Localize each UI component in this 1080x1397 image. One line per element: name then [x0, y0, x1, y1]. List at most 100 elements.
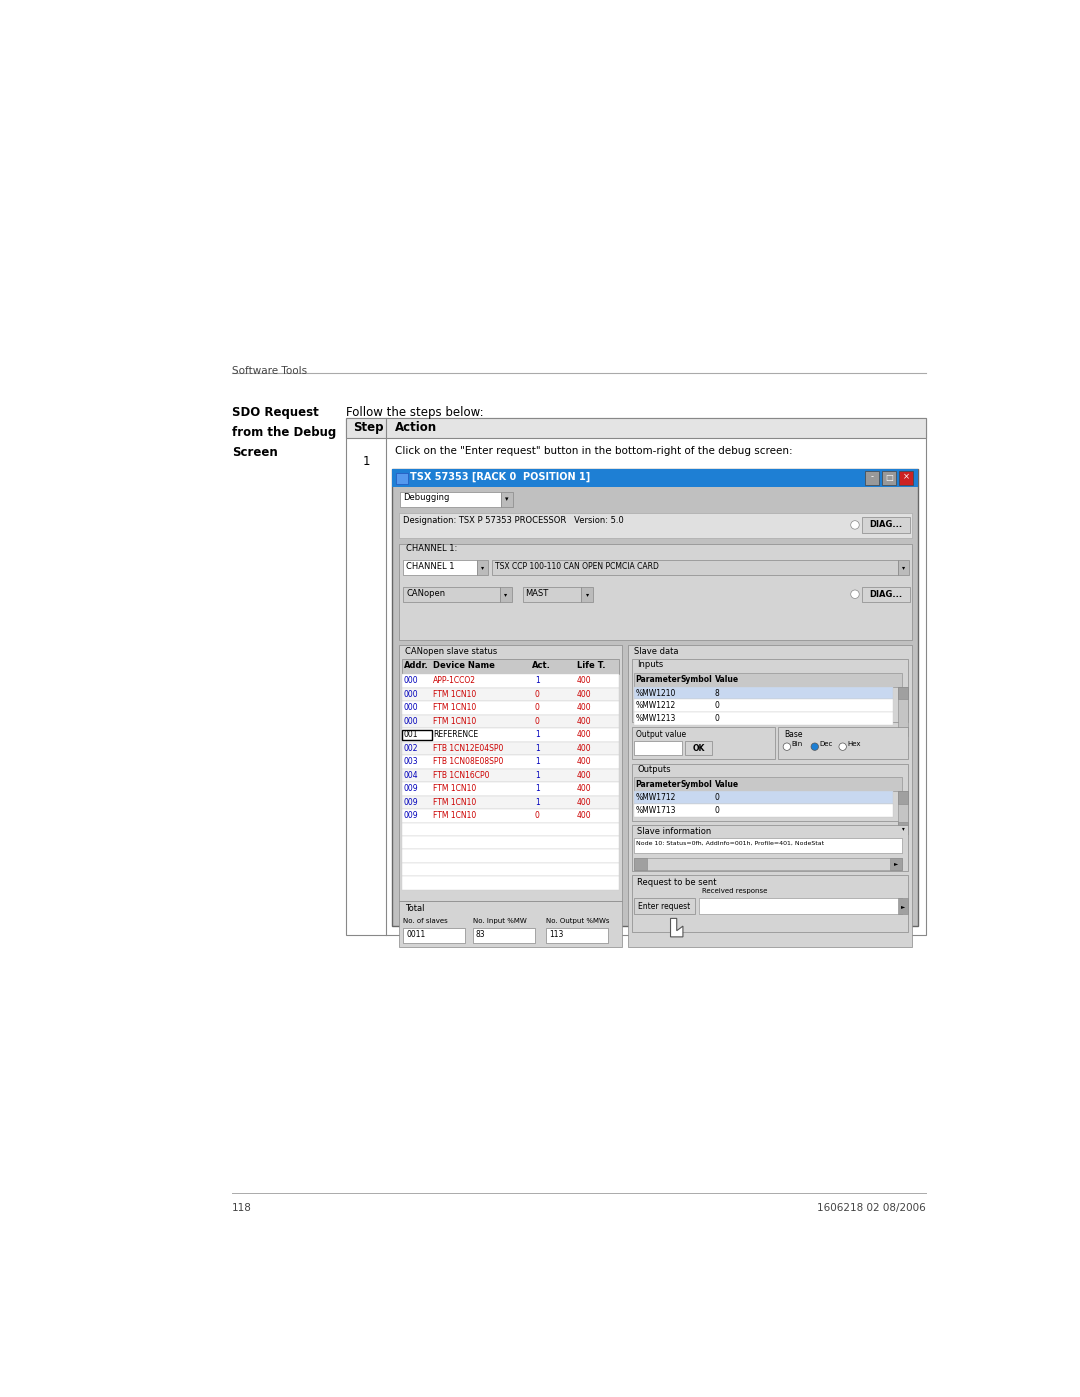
Text: 1: 1: [535, 676, 540, 685]
Text: FTM 1CN10: FTM 1CN10: [433, 798, 476, 806]
Text: Software Tools: Software Tools: [232, 366, 307, 376]
Text: Hex: Hex: [848, 740, 861, 747]
Text: Request to be sent: Request to be sent: [637, 879, 717, 887]
Text: FTM 1CN10: FTM 1CN10: [433, 784, 476, 793]
Bar: [862, 517, 910, 532]
Text: %MW1210: %MW1210: [636, 689, 676, 697]
Bar: [403, 560, 476, 576]
Text: 1: 1: [535, 771, 540, 780]
Text: from the Debug: from the Debug: [232, 426, 336, 439]
Text: 001: 001: [404, 731, 418, 739]
Text: ▾: ▾: [902, 564, 905, 570]
Text: 0: 0: [715, 793, 719, 802]
Bar: [899, 686, 907, 698]
Text: Act.: Act.: [531, 661, 551, 671]
Text: 000: 000: [404, 717, 419, 725]
Bar: [402, 715, 619, 728]
Text: 1: 1: [535, 731, 540, 739]
Bar: [632, 726, 775, 759]
Bar: [632, 876, 907, 932]
Bar: [634, 742, 683, 756]
Circle shape: [851, 590, 860, 598]
Text: FTB 1CN12E04SP0: FTB 1CN12E04SP0: [433, 743, 503, 753]
Circle shape: [851, 521, 860, 529]
Text: 400: 400: [577, 731, 592, 739]
Text: ▾: ▾: [504, 592, 508, 597]
Text: %MW1212: %MW1212: [636, 701, 676, 710]
Circle shape: [839, 743, 847, 750]
Text: MAST: MAST: [526, 588, 549, 598]
Text: 0: 0: [715, 701, 719, 710]
Bar: [634, 858, 647, 870]
Bar: [899, 791, 907, 803]
Text: 0: 0: [535, 717, 540, 725]
Text: 400: 400: [577, 757, 592, 766]
Text: 0: 0: [715, 714, 719, 724]
Text: Device Name: Device Name: [433, 661, 496, 671]
Text: %MW1713: %MW1713: [636, 806, 676, 814]
Bar: [402, 756, 619, 768]
Bar: [491, 560, 897, 576]
Bar: [634, 858, 902, 870]
Bar: [402, 742, 619, 756]
Bar: [402, 835, 619, 849]
Bar: [399, 901, 622, 947]
Bar: [402, 795, 619, 809]
Text: 1: 1: [362, 455, 369, 468]
Text: Output value: Output value: [636, 729, 686, 739]
Bar: [402, 849, 619, 863]
Text: 002: 002: [404, 743, 418, 753]
Text: FTM 1CN10: FTM 1CN10: [433, 717, 476, 725]
Text: 400: 400: [577, 784, 592, 793]
Bar: [346, 418, 926, 437]
Text: 400: 400: [577, 690, 592, 698]
Circle shape: [811, 743, 819, 750]
Bar: [399, 513, 912, 538]
Bar: [634, 791, 893, 805]
Text: 400: 400: [577, 703, 592, 712]
Text: No. Output %MWs: No. Output %MWs: [545, 918, 609, 923]
Text: 400: 400: [577, 798, 592, 806]
Text: ▾: ▾: [481, 564, 484, 570]
Text: Inputs: Inputs: [637, 661, 663, 669]
Text: 0011: 0011: [406, 930, 426, 939]
Text: Debugging: Debugging: [403, 493, 449, 503]
Text: FTM 1CN10: FTM 1CN10: [433, 690, 476, 698]
Text: ▾: ▾: [902, 826, 904, 831]
Text: %MW1712: %MW1712: [636, 793, 676, 802]
Text: 009: 009: [404, 812, 419, 820]
Text: Action: Action: [395, 420, 437, 434]
Bar: [897, 560, 909, 576]
Text: 0: 0: [715, 806, 719, 814]
Bar: [900, 471, 913, 485]
Text: Step: Step: [353, 420, 384, 434]
Text: Screen: Screen: [232, 446, 278, 458]
Text: OK: OK: [692, 743, 704, 753]
Text: 400: 400: [577, 771, 592, 780]
Bar: [627, 645, 912, 947]
Text: Dec: Dec: [820, 740, 833, 747]
Text: Received response: Received response: [702, 887, 767, 894]
Text: Bin: Bin: [792, 740, 802, 747]
Text: -: -: [870, 472, 874, 482]
Text: ×: ×: [903, 472, 909, 482]
Text: 1: 1: [535, 757, 540, 766]
Bar: [476, 560, 488, 576]
Bar: [581, 587, 593, 602]
Bar: [882, 471, 896, 485]
Text: ▾: ▾: [585, 592, 589, 597]
Text: Addr.: Addr.: [404, 661, 429, 671]
Text: 004: 004: [404, 771, 419, 780]
Text: Designation: TSX P 57353 PROCESSOR   Version: 5.0: Designation: TSX P 57353 PROCESSOR Versi…: [403, 515, 624, 525]
Text: 400: 400: [577, 676, 592, 685]
Text: Value: Value: [715, 675, 739, 685]
Bar: [402, 728, 619, 742]
Bar: [402, 701, 619, 715]
Text: SDO Request: SDO Request: [232, 405, 319, 419]
Text: CANopen: CANopen: [406, 588, 445, 598]
Text: 1606218 02 08/2006: 1606218 02 08/2006: [816, 1203, 926, 1213]
Bar: [396, 472, 408, 485]
Text: No. of slaves: No. of slaves: [403, 918, 448, 923]
Text: CHANNEL 1:: CHANNEL 1:: [406, 545, 458, 553]
Text: Slave information: Slave information: [637, 827, 712, 835]
